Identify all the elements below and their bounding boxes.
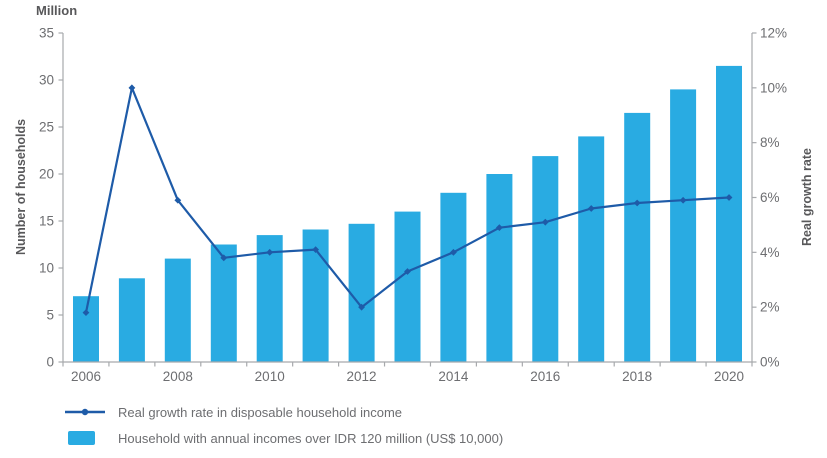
- left-tick-label: 35: [39, 26, 54, 41]
- x-tick-label: 2006: [71, 369, 101, 384]
- left-tick-label: 20: [39, 167, 54, 182]
- x-tick-label: 2018: [622, 369, 652, 384]
- right-tick-label: 2%: [760, 300, 780, 315]
- legend-label-households-bar: Household with annual incomes over IDR 1…: [118, 430, 504, 446]
- x-tick-label: 2014: [438, 369, 469, 384]
- x-tick-label: 2010: [255, 369, 285, 384]
- growth-point-2007: [128, 84, 136, 92]
- left-axis-unit-label: Million: [36, 3, 78, 18]
- bar-2006: [73, 296, 99, 362]
- growth-point-2012: [358, 303, 365, 311]
- bar-2016: [532, 156, 559, 362]
- bar-2010: [256, 235, 283, 362]
- left-tick-label: 30: [39, 73, 54, 88]
- bar-2012: [348, 223, 375, 362]
- left-tick-label: 5: [46, 308, 54, 323]
- growth-point-2008: [174, 196, 182, 204]
- growth-point-2016: [541, 218, 549, 226]
- right-tick-label: 6%: [760, 190, 780, 205]
- growth-point-2011: [312, 246, 320, 253]
- bar-2014: [440, 192, 467, 362]
- bar-2007: [118, 278, 145, 362]
- right-tick-label: 8%: [760, 135, 780, 150]
- growth-point-2015: [495, 224, 503, 232]
- bar-2008: [164, 258, 191, 362]
- bar-2017: [578, 136, 605, 362]
- bar-2009: [210, 244, 237, 362]
- growth-point-2006: [82, 309, 90, 317]
- legend-item-households-bar: Household with annual incomes over IDR 1…: [64, 425, 503, 451]
- growth-point-2010: [266, 248, 274, 256]
- growth-point-2009: [220, 254, 228, 262]
- right-tick-label: 12%: [760, 26, 787, 41]
- growth-point-2019: [679, 196, 687, 204]
- x-tick-label: 2020: [714, 369, 744, 384]
- bar-swatch-icon: [68, 431, 95, 445]
- growth-point-2017: [587, 205, 595, 212]
- legend-item-growth-line: Real growth rate in disposable household…: [64, 399, 503, 425]
- left-tick-label: 25: [39, 120, 54, 135]
- left-tick-label: 10: [39, 261, 54, 276]
- bar-2018: [624, 112, 651, 363]
- bar-2020: [716, 65, 742, 363]
- x-tick-label: 2008: [163, 369, 193, 384]
- growth-point-2014: [450, 248, 457, 256]
- x-tick-label: 2016: [530, 369, 560, 384]
- right-tick-label: 4%: [760, 245, 780, 260]
- growth-point-2013: [404, 268, 411, 275]
- left-tick-label: 0: [46, 355, 54, 370]
- left-tick-label: 15: [39, 214, 54, 229]
- growth-point-2018: [633, 199, 641, 207]
- legend: Real growth rate in disposable household…: [64, 399, 503, 451]
- growth-point-2020: [725, 194, 733, 201]
- right-tick-label: 0%: [760, 355, 780, 370]
- bar-2015: [486, 174, 513, 362]
- legend-label-growth-line: Real growth rate in disposable household…: [118, 404, 403, 420]
- bar-2019: [670, 89, 697, 363]
- bar-2013: [394, 211, 421, 362]
- plot-area: 0 5 10 15 20 25 30 35 0% 2% 4% 6% 8% 10% 12% 2006 2008 20…: [39, 26, 787, 385]
- x-tick-label: 2012: [347, 369, 377, 384]
- line-marker-icon: [65, 408, 105, 416]
- right-tick-label: 10%: [760, 80, 787, 95]
